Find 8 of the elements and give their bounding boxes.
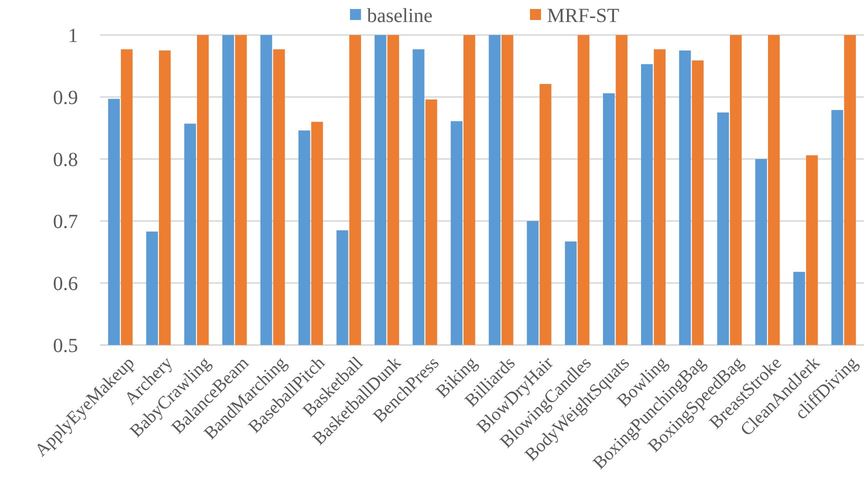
y-tick-label: 0.9: [53, 87, 78, 109]
legend-label: baseline: [367, 5, 433, 27]
y-tick-label: 0.6: [53, 273, 78, 295]
legend-label: MRF-ST: [547, 5, 620, 27]
y-tick-label: 1: [68, 25, 78, 47]
y-tick-label: 0.8: [53, 149, 78, 171]
y-tick-label: 0.5: [53, 335, 78, 357]
y-tick-label: 0.7: [53, 211, 78, 233]
